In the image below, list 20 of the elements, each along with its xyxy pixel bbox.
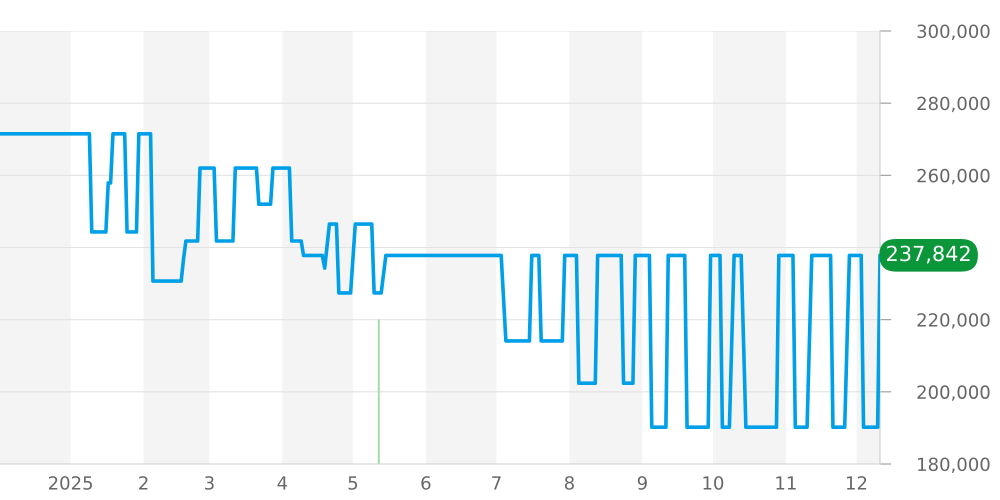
x-tick-label: 3 <box>205 476 214 490</box>
x-tick-label: 9 <box>638 476 647 490</box>
annotation: 237,842 <box>887 246 970 264</box>
x-tick-label: 6 <box>421 476 430 490</box>
x-tick-label: 12 <box>846 476 866 490</box>
y-tick-label: 260,000 <box>917 168 990 184</box>
y-tick-label: 280,000 <box>917 96 990 112</box>
y-tick-label: 200,000 <box>917 385 990 401</box>
y-tick-label: 220,000 <box>917 313 990 329</box>
line-series <box>0 132 880 429</box>
x-tick-label: 7 <box>492 476 501 490</box>
y-tick-label: 180,000 <box>918 457 990 473</box>
x-tick-label: 2 <box>139 476 148 490</box>
x-tick-label: 8 <box>564 476 574 490</box>
y-tick-label: 300,000 <box>917 24 990 40</box>
x-tick-label: 4 <box>277 476 288 490</box>
x-tick-label: 2025 <box>48 476 92 490</box>
x-tick-label: 5 <box>348 476 358 490</box>
x-tick-label: 11 <box>776 476 796 490</box>
x-tick-label: 10 <box>703 476 724 490</box>
